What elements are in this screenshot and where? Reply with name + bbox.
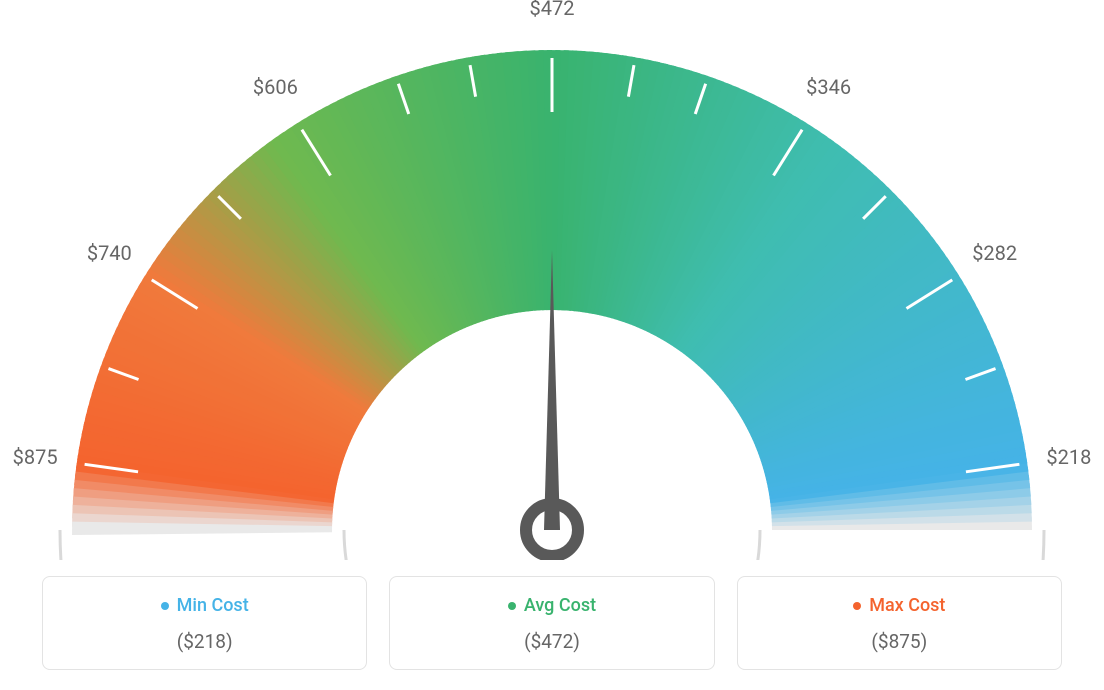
legend-value-avg: ($472): [400, 630, 703, 653]
legend-title-max: Max Cost: [853, 595, 945, 616]
legend-value-max: ($875): [748, 630, 1051, 653]
gauge-chart: $218 $282 $346 $472 $606 $740 $875: [0, 0, 1104, 560]
gauge-tick-label: $740: [87, 241, 132, 265]
gauge-tick-label: $606: [253, 75, 298, 99]
legend-card-avg: Avg Cost ($472): [389, 576, 714, 671]
legend-title-text: Min Cost: [177, 595, 249, 616]
legend-value-min: ($218): [53, 630, 356, 653]
legend-title-min: Min Cost: [161, 595, 249, 616]
gauge-tick-label: $875: [13, 445, 58, 469]
legend-card-min: Min Cost ($218): [42, 576, 367, 671]
gauge-tick-label: $346: [806, 75, 851, 99]
legend-card-max: Max Cost ($875): [737, 576, 1062, 671]
dot-icon: [508, 602, 516, 610]
legend-title-text: Max Cost: [869, 595, 945, 616]
legend-row: Min Cost ($218) Avg Cost ($472) Max Cost…: [42, 576, 1062, 671]
gauge-tick-label: $218: [1046, 445, 1091, 469]
gauge-tick-label: $472: [530, 0, 575, 20]
cost-gauge-widget: $218 $282 $346 $472 $606 $740 $875 Min Cost ($…: [0, 0, 1104, 690]
dot-icon: [161, 602, 169, 610]
legend-title-text: Avg Cost: [524, 595, 596, 616]
legend-title-avg: Avg Cost: [508, 595, 596, 616]
dot-icon: [853, 602, 861, 610]
gauge-tick-label: $282: [972, 241, 1017, 265]
